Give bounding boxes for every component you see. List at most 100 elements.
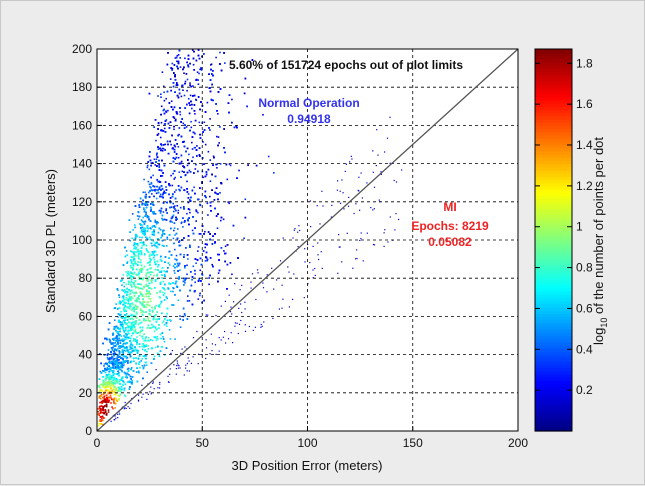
density-dot: [197, 298, 200, 300]
density-dot: [189, 94, 192, 97]
density-dot: [163, 273, 166, 276]
density-dot: [190, 126, 193, 129]
density-dot: [107, 349, 110, 351]
density-dot: [99, 407, 101, 409]
density-dot: [154, 188, 157, 191]
density-dot: [153, 158, 156, 161]
density-dot: [174, 234, 176, 236]
density-dot: [134, 224, 136, 226]
density-dot: [155, 318, 157, 321]
density-dot: [155, 158, 158, 160]
density-dot: [155, 223, 158, 225]
density-dot: [145, 248, 148, 250]
density-dot: [180, 222, 183, 225]
density-dot: [132, 318, 134, 321]
density-dot: [267, 102, 270, 105]
density-dot: [146, 350, 148, 353]
density-dot: [147, 268, 149, 271]
density-dot: [144, 196, 147, 198]
density-dot: [123, 285, 126, 288]
density-dot: [144, 204, 147, 206]
density-dot: [103, 365, 105, 367]
density-dot: [177, 156, 180, 159]
density-dot: [183, 72, 185, 74]
density-dot: [166, 212, 168, 214]
density-dot: [125, 336, 128, 339]
density-dot: [143, 344, 146, 346]
density-dot: [127, 302, 130, 304]
density-dot: [197, 83, 200, 85]
density-dot: [148, 168, 151, 171]
density-dot: [178, 188, 180, 191]
density-dot: [112, 383, 115, 385]
density-dot: [173, 229, 175, 232]
density-dot: [199, 292, 201, 295]
density-dot: [182, 226, 184, 228]
density-dot: [149, 298, 152, 300]
density-dot: [137, 218, 140, 220]
density-dot: [195, 99, 198, 101]
density-dot: [157, 243, 159, 246]
density-dot: [173, 210, 175, 213]
density-dot: [146, 166, 149, 169]
density-dot: [171, 62, 174, 65]
density-dot: [130, 346, 133, 349]
density-dot: [172, 290, 174, 293]
density-dot: [109, 385, 112, 387]
density-dot: [179, 326, 182, 328]
density-dot: [123, 394, 126, 396]
density-dot: [134, 304, 137, 307]
density-dot: [132, 297, 134, 300]
density-dot: [144, 215, 146, 217]
density-dot: [123, 281, 125, 284]
density-dot: [144, 231, 146, 234]
density-dot: [229, 164, 232, 167]
density-dot: [131, 308, 133, 311]
density-dot: [143, 178, 145, 181]
density-dot: [146, 204, 149, 206]
density-dot: [126, 261, 129, 263]
density-dot: [147, 180, 150, 183]
density-dot: [153, 232, 155, 234]
density-dot: [136, 313, 138, 315]
density-dot: [120, 313, 122, 316]
density-dot: [131, 250, 133, 253]
density-dot: [174, 248, 176, 251]
density-dot: [116, 378, 118, 381]
density-dot: [228, 202, 230, 205]
density-dot: [129, 250, 132, 252]
density-dot: [143, 254, 146, 256]
density-dot: [142, 216, 144, 219]
density-dot: [105, 337, 108, 340]
density-dot: [157, 180, 159, 183]
density-dot: [160, 96, 162, 98]
density-dot: [155, 197, 158, 200]
density-dot: [125, 306, 128, 308]
density-dot: [141, 236, 143, 239]
density-dot: [137, 286, 140, 289]
density-dot: [139, 334, 141, 337]
density-dot: [179, 111, 181, 113]
density-dot: [178, 127, 181, 129]
density-dot: [226, 178, 229, 181]
density-dot: [134, 299, 137, 302]
density-dot: [273, 172, 275, 174]
density-dot: [117, 394, 120, 397]
density-dot: [151, 245, 153, 247]
density-dot: [203, 121, 206, 124]
density-dot: [204, 143, 207, 146]
density-dot: [121, 322, 124, 325]
density-dot: [204, 230, 206, 233]
density-dot: [156, 278, 159, 280]
density-dot: [179, 113, 182, 116]
density-dot: [217, 253, 219, 256]
density-dot: [116, 308, 119, 310]
density-dot: [99, 401, 101, 404]
density-dot: [189, 211, 191, 214]
density-dot: [188, 153, 190, 156]
density-dot: [186, 273, 188, 276]
density-dot: [162, 320, 165, 322]
density-dot: [231, 273, 233, 276]
density-dot: [164, 292, 166, 295]
density-dot: [157, 132, 160, 135]
